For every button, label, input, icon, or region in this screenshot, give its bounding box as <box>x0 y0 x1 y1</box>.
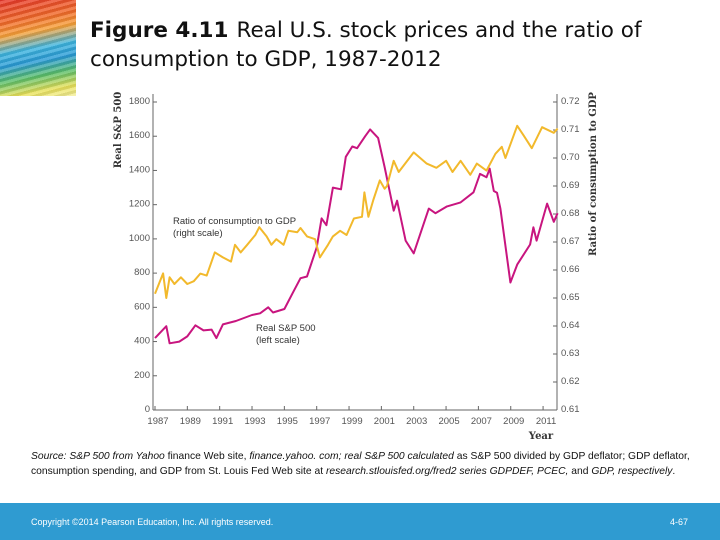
consumption-ratio-line <box>154 124 559 299</box>
x-tick-label: 2007 <box>471 416 492 427</box>
x-tick-label: 1995 <box>277 416 298 427</box>
x-axis-title: Year <box>528 431 554 442</box>
right-tick-label: 0.62 <box>561 376 580 387</box>
right-tick-label: 0.63 <box>561 348 580 359</box>
sp500-annotation-scale: (left scale) <box>256 335 300 346</box>
source-text: finance.yahoo. com; real S&P 500 calcula… <box>249 451 454 462</box>
source-text: research.stlouisfed.org/fred2 series GDP… <box>325 465 569 477</box>
source-text: . <box>672 465 676 477</box>
x-tick-label: 2005 <box>438 416 459 427</box>
source-text: as S&P 500 divided by GDP deflator; GDP … <box>31 451 690 477</box>
x-tick-label: 2009 <box>503 416 524 427</box>
left-tick-label: 1000 <box>129 233 150 244</box>
source-text: finance Web site, <box>164 451 250 462</box>
x-tick-label: 1987 <box>147 416 168 427</box>
x-tick-label: 1993 <box>244 416 265 427</box>
source-text: S&P 500 from Yahoo <box>69 451 165 462</box>
left-tick-label: 400 <box>134 336 150 347</box>
figure-title: Real U.S. stock prices and the ratio of … <box>90 18 642 72</box>
left-tick-label: 1600 <box>129 130 150 141</box>
sp500-line <box>154 128 559 345</box>
x-tick-label: 1999 <box>341 416 362 427</box>
dual-axis-line-chart: 0 200 400 600 800 1000 1200 1400 1600 1800 0.61 0.6… <box>113 92 599 442</box>
copyright-text: Copyright ©2014 Pearson Education, Inc. … <box>31 517 274 527</box>
page-number: 4-67 <box>669 517 688 527</box>
left-tick-label: 600 <box>134 301 150 312</box>
source-text: GDP, respectively <box>591 465 673 477</box>
x-tick-label: 2001 <box>374 416 395 427</box>
source-note: Source: S&P 500 from Yahoo finance Web s… <box>31 450 711 479</box>
source-text: and <box>568 465 592 477</box>
right-axis-title: Ratio of consumption to GDP <box>588 92 599 256</box>
right-tick-label: 0.66 <box>561 264 580 275</box>
right-tick-label: 0.68 <box>561 208 580 219</box>
x-tick-label: 2011 <box>536 416 556 427</box>
sp500-annotation: Real S&P 500 <box>256 323 316 334</box>
right-tick-label: 0.71 <box>561 124 580 135</box>
ratio-annotation-scale: (right scale) <box>173 228 223 239</box>
axes: 0 200 400 600 800 1000 1200 1400 1600 1800 0.61 0.6… <box>129 94 580 427</box>
x-tick-label: 2003 <box>406 416 427 427</box>
right-tick-label: 0.61 <box>561 404 580 415</box>
left-tick-label: 1200 <box>129 199 150 210</box>
right-tick-label: 0.69 <box>561 180 580 191</box>
footer-bar: Copyright ©2014 Pearson Education, Inc. … <box>0 503 720 540</box>
right-tick-label: 0.70 <box>561 152 580 163</box>
left-tick-label: 800 <box>134 267 150 278</box>
source-label: Source: <box>31 451 67 462</box>
right-tick-label: 0.72 <box>561 96 580 107</box>
left-tick-label: 1800 <box>129 96 150 107</box>
x-tick-label: 1997 <box>309 416 330 427</box>
x-tick-label: 1989 <box>180 416 201 427</box>
right-tick-label: 0.65 <box>561 292 580 303</box>
left-axis-title: Real S&P 500 <box>113 92 124 169</box>
left-tick-label: 1400 <box>129 164 150 175</box>
x-tick-label: 1991 <box>212 416 233 427</box>
figure-label: Figure 4.11 <box>90 18 229 43</box>
right-tick-label: 0.67 <box>561 236 580 247</box>
left-tick-label: 0 <box>145 404 150 415</box>
ratio-annotation: Ratio of consumption to GDP <box>173 216 296 227</box>
right-tick-label: 0.64 <box>561 320 580 331</box>
slide-title: Figure 4.11 Real U.S. stock prices and th… <box>90 16 710 74</box>
cover-art-logo <box>0 0 76 96</box>
left-tick-label: 200 <box>134 370 150 381</box>
axis-labels: Ratio of consumption to GDP(right scale)… <box>113 92 599 442</box>
series-lines <box>154 124 559 345</box>
